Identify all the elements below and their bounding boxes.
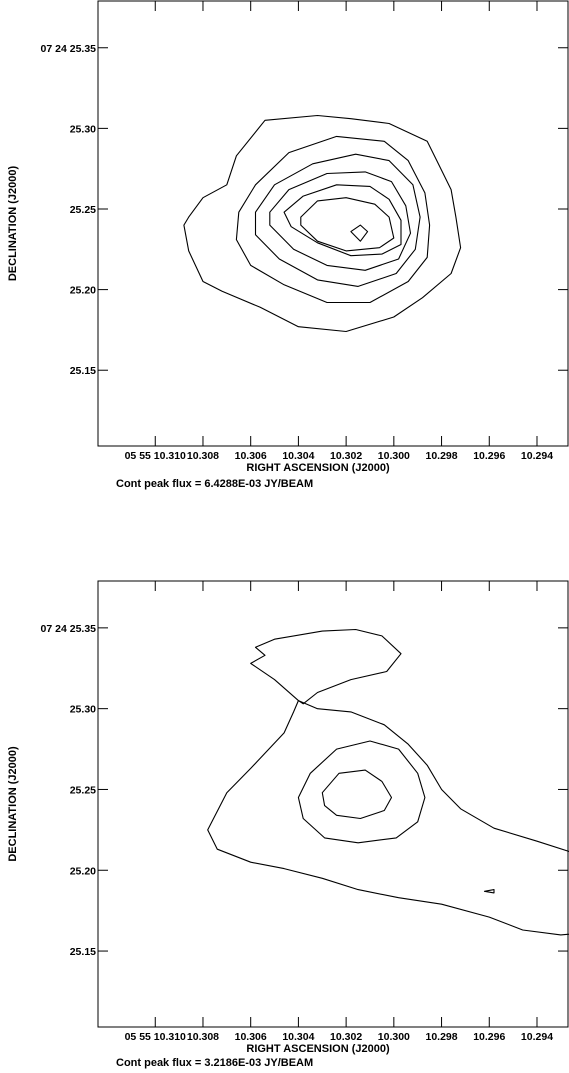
- peak-flux-note: Cont peak flux = 3.2186E-03 JY/BEAM: [116, 1057, 313, 1069]
- x-tick-label: 10.300: [378, 450, 410, 462]
- y-tick-label: 25.25: [70, 204, 96, 216]
- contour-panel-bottom: 05 55 10.310 10.308 10.306 10.304 10.302 10.3…: [7, 580, 569, 1069]
- contour-panel-top: 05 55 10.310 10.308 10.306 10.304 10.302 10.3…: [7, 0, 569, 490]
- peak-flux-note: Cont peak flux = 6.4288E-03 JY/BEAM: [116, 478, 313, 490]
- x-tick-label: 10.298: [425, 1031, 457, 1043]
- y-tick-label: 07 24 25.35: [41, 43, 97, 55]
- x-tick-label: 10.300: [378, 1031, 410, 1043]
- contour-line: [269, 171, 412, 271]
- x-tick-label: 10.306: [235, 1031, 267, 1043]
- y-tick-label: 25.30: [70, 704, 96, 716]
- plot-frame: [97, 580, 569, 1028]
- x-tick-label: 10.296: [473, 450, 505, 462]
- plot-frame: [97, 0, 569, 447]
- y-tick-label: 07 24 25.35: [41, 623, 97, 635]
- x-tick-label: 10.294: [521, 450, 553, 462]
- contour-line: [250, 628, 402, 705]
- contour-line: [235, 135, 431, 304]
- x-tick-label: 10.298: [425, 450, 457, 462]
- contour-line: [350, 224, 369, 242]
- x-tick-label: 05 55 10.310: [125, 450, 186, 462]
- contour-line: [207, 700, 569, 936]
- contour-line: [483, 889, 495, 894]
- contour-line: [283, 184, 402, 257]
- x-tick-label: 10.302: [330, 450, 362, 462]
- contour-line: [297, 740, 426, 844]
- y-tick-label: 25.25: [70, 784, 96, 796]
- y-tick-label: 25.15: [70, 946, 96, 958]
- x-tick-label: 10.306: [235, 450, 267, 462]
- contour-line: [321, 769, 393, 820]
- x-tick-label: 10.302: [330, 1031, 362, 1043]
- x-tick-label: 10.304: [282, 450, 314, 462]
- y-axis-label: DECLINATION (J2000): [7, 166, 19, 282]
- x-tick-label: 05 55 10.310: [125, 1031, 186, 1043]
- contour-line: [300, 197, 395, 252]
- y-tick-label: 25.15: [70, 365, 96, 377]
- contour-line: [183, 114, 462, 333]
- x-tick-label: 10.304: [282, 1031, 314, 1043]
- y-tick-label: 25.20: [70, 865, 96, 877]
- y-tick-label: 25.30: [70, 123, 96, 135]
- contour-line: [254, 153, 421, 287]
- x-tick-label: 10.296: [473, 1031, 505, 1043]
- x-axis-label: RIGHT ASCENSION (J2000): [246, 462, 390, 474]
- x-tick-label: 10.308: [187, 1031, 219, 1043]
- x-tick-label: 10.308: [187, 450, 219, 462]
- x-axis-label: RIGHT ASCENSION (J2000): [246, 1043, 390, 1055]
- y-axis-label: DECLINATION (J2000): [7, 746, 19, 862]
- y-tick-label: 25.20: [70, 285, 96, 297]
- x-tick-label: 10.294: [521, 1031, 553, 1043]
